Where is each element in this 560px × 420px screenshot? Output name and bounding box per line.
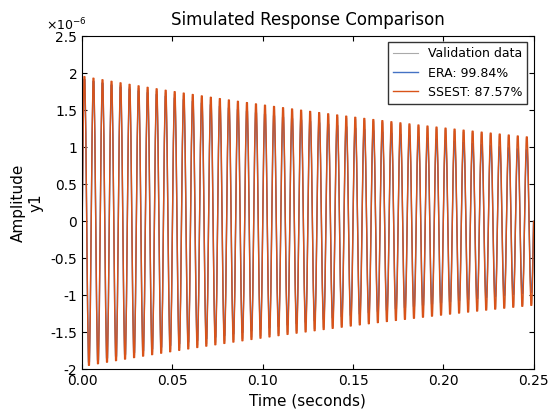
Validation data xyxy=(79,219,86,224)
Line: Validation data: Validation data xyxy=(82,79,534,362)
SSEST: 87.57%: (0.162, 8.48e-07): 87.57%: (0.162, 8.48e-07) xyxy=(371,156,378,161)
ERA: 99.84%: (0.0035, -1.9e-06): 99.84%: (0.0035, -1.9e-06) xyxy=(85,360,92,365)
ERA: 99.84%: (0.208, -6.63e-07): 99.84%: (0.208, -6.63e-07) xyxy=(454,268,461,273)
Y-axis label: Amplitude
y1: Amplitude y1 xyxy=(11,164,44,242)
ERA: 99.84%: (0.063, -9.95e-07): 99.84%: (0.063, -9.95e-07) xyxy=(193,293,199,298)
ERA: 99.84%: (0.25, 1.97e-21): 99.84%: (0.25, 1.97e-21) xyxy=(530,219,537,224)
Text: $\times 10^{-6}$: $\times 10^{-6}$ xyxy=(46,16,87,33)
ERA: 99.84%: (0.092, 9.18e-07): 99.84%: (0.092, 9.18e-07) xyxy=(245,151,251,156)
ERA: 99.84%: (0.162, 7.54e-07): 99.84%: (0.162, 7.54e-07) xyxy=(371,163,378,168)
Legend: Validation data, ERA: 99.84%, SSEST: 87.57%: Validation data, ERA: 99.84%, SSEST: 87.… xyxy=(388,42,528,104)
SSEST: 87.57%: (0.001, 1.95e-06): 87.57%: (0.001, 1.95e-06) xyxy=(81,74,87,79)
SSEST: 87.57%: (0.25, 2.33e-21): 87.57%: (0.25, 2.33e-21) xyxy=(530,219,537,224)
SSEST: 87.57%: (0, 0): 87.57%: (0, 0) xyxy=(79,219,86,224)
Validation data xyxy=(530,219,537,224)
SSEST: 87.57%: (0.0035, -1.94e-06): 87.57%: (0.0035, -1.94e-06) xyxy=(85,363,92,368)
Validation data xyxy=(193,295,199,300)
SSEST: 87.57%: (0.0735, -1.67e-06): 87.57%: (0.0735, -1.67e-06) xyxy=(212,342,218,347)
SSEST: 87.57%: (0.208, -7.66e-07): 87.57%: (0.208, -7.66e-07) xyxy=(454,276,461,281)
ERA: 99.84%: (0.0735, -1.56e-06): 99.84%: (0.0735, -1.56e-06) xyxy=(212,335,218,340)
Validation data xyxy=(454,275,461,280)
Validation data xyxy=(371,157,378,162)
X-axis label: Time (seconds): Time (seconds) xyxy=(249,394,366,409)
SSEST: 87.57%: (0.063, -1.05e-06): 87.57%: (0.063, -1.05e-06) xyxy=(193,297,199,302)
Validation data xyxy=(81,77,87,82)
SSEST: 87.57%: (0.092, 9.89e-07): 87.57%: (0.092, 9.89e-07) xyxy=(245,146,251,151)
ERA: 99.84%: (0.001, 1.92e-06): 99.84%: (0.001, 1.92e-06) xyxy=(81,77,87,82)
ERA: 99.84%: (0, 0): 99.84%: (0, 0) xyxy=(79,219,86,224)
ERA: 99.84%: (0.165, -1.24e-21): 99.84%: (0.165, -1.24e-21) xyxy=(377,219,384,224)
Line: ERA: 99.84%: ERA: 99.84% xyxy=(82,79,534,362)
Validation data xyxy=(377,219,384,224)
Validation data xyxy=(245,147,251,152)
Validation data xyxy=(212,340,218,345)
Validation data xyxy=(85,360,92,365)
Line: SSEST: 87.57%: SSEST: 87.57% xyxy=(82,76,534,365)
Title: Simulated Response Comparison: Simulated Response Comparison xyxy=(171,11,445,29)
SSEST: 87.57%: (0.165, -1.4e-21): 87.57%: (0.165, -1.4e-21) xyxy=(377,219,384,224)
